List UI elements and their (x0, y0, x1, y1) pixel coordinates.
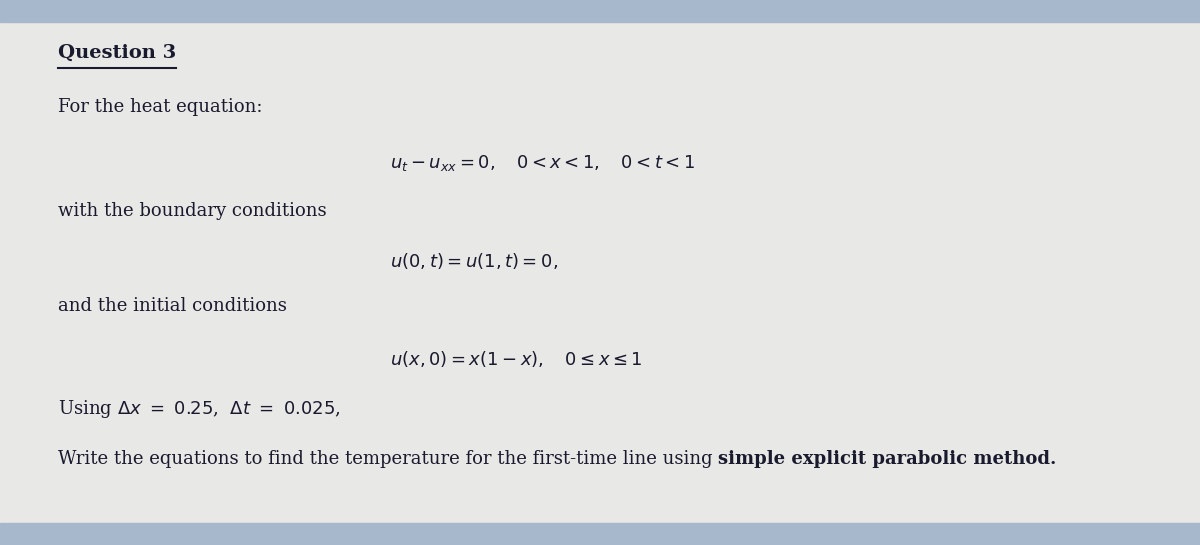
Text: For the heat equation:: For the heat equation: (58, 98, 262, 116)
Text: simple explicit parabolic method.: simple explicit parabolic method. (718, 450, 1056, 468)
Text: $u(x, 0) = x(1 - x), \quad 0 \leq x \leq 1$: $u(x, 0) = x(1 - x), \quad 0 \leq x \leq… (390, 349, 642, 369)
Text: Using $\Delta x\ =\ 0.25$,  $\Delta t\ =\ 0.025$,: Using $\Delta x\ =\ 0.25$, $\Delta t\ =\… (58, 398, 341, 420)
Bar (0, 523, 1200, 545)
Text: $u(0, t) = u(1, t) = 0,$: $u(0, t) = u(1, t) = 0,$ (390, 251, 558, 271)
Text: Write the equations to find the temperature for the first-time line using: Write the equations to find the temperat… (58, 450, 718, 468)
Text: with the boundary conditions: with the boundary conditions (58, 202, 326, 220)
Text: $u_t - u_{xx} = 0, \quad 0 < x < 1, \quad 0 < t < 1$: $u_t - u_{xx} = 0, \quad 0 < x < 1, \qua… (390, 153, 695, 173)
Bar (0, 0, 1200, 22)
Text: and the initial conditions: and the initial conditions (58, 297, 287, 315)
Text: Question 3: Question 3 (58, 44, 176, 62)
